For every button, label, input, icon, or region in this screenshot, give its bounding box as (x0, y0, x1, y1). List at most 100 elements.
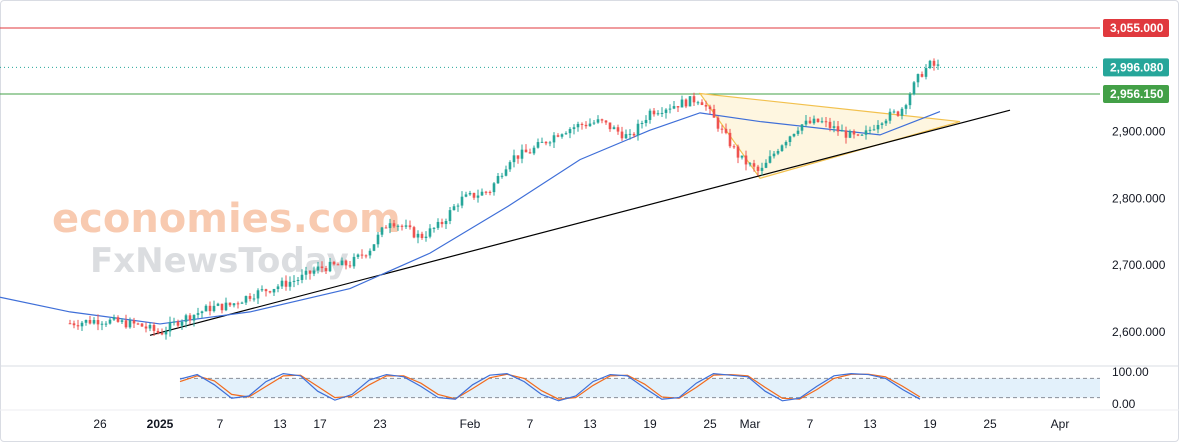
candle (168, 316, 172, 337)
candle (500, 172, 504, 179)
candle-body (696, 102, 700, 104)
candle (860, 133, 864, 136)
candle (388, 218, 392, 234)
candles[interactable] (68, 58, 940, 340)
candle-body (704, 104, 708, 107)
candle-body (868, 129, 872, 131)
candle-body (448, 210, 452, 221)
candle (492, 181, 496, 196)
triangle-pattern[interactable] (698, 92, 961, 180)
candle-body (708, 106, 712, 109)
candle (576, 121, 580, 132)
candle (704, 100, 708, 111)
candle-body (236, 303, 240, 305)
candle-body (920, 74, 924, 77)
candle-body (340, 260, 344, 266)
candle (672, 101, 676, 110)
candle-body (432, 227, 436, 229)
trendline[interactable] (149, 109, 1011, 336)
candle (552, 132, 556, 149)
candle (184, 313, 188, 328)
candle-body (336, 264, 340, 266)
candle (540, 137, 544, 143)
candle (592, 120, 596, 125)
candle-body (72, 323, 76, 326)
candle (128, 317, 132, 329)
candle (696, 100, 700, 106)
candle (616, 124, 620, 135)
candle-body (316, 266, 320, 271)
candle (732, 144, 736, 149)
candle (796, 127, 800, 136)
candle (768, 150, 772, 164)
candle (224, 297, 228, 312)
candle-body (476, 195, 480, 198)
candle-body (536, 142, 540, 148)
candle (316, 261, 320, 274)
candle-body (632, 133, 636, 136)
candle-body (352, 256, 356, 267)
candle-body (756, 166, 760, 171)
candle-body (376, 234, 380, 245)
time-tick-label: Feb (460, 417, 481, 431)
candle-body (560, 134, 564, 137)
candle-body (880, 123, 884, 125)
grid (0, 365, 1179, 411)
candle-body (220, 303, 224, 311)
candle-body (792, 133, 796, 137)
candle-body (876, 124, 880, 130)
candle-body (596, 119, 600, 123)
candle (68, 319, 72, 325)
candle-body (760, 167, 764, 171)
candle-body (320, 266, 324, 269)
candle-body (396, 225, 400, 227)
candle (76, 319, 80, 330)
candle-body (796, 130, 800, 134)
candle (892, 109, 896, 114)
candle (84, 319, 88, 326)
candle (480, 188, 484, 196)
candle-body (644, 119, 648, 124)
candle-body (520, 149, 524, 159)
candle-body (232, 303, 236, 306)
candle-body (564, 133, 568, 135)
candle (648, 108, 652, 124)
candle (708, 104, 712, 115)
candle-body (548, 142, 552, 144)
candle (464, 191, 468, 198)
price-axis[interactable]: 2,600.000 2,700.000 2,800.000 2,900.000 (1112, 125, 1166, 339)
candle (688, 96, 692, 107)
candle-body (196, 313, 200, 315)
stochastic-oscillator[interactable]: 100.00 0.00 (179, 365, 1149, 411)
candle-body (720, 128, 724, 130)
candle-body (660, 112, 664, 114)
candle-body (800, 124, 804, 131)
candle (180, 319, 184, 330)
candle-body (152, 325, 156, 331)
candle (756, 164, 760, 176)
candle-body (932, 60, 936, 66)
candle (296, 276, 300, 286)
candle-body (200, 311, 204, 314)
candle (348, 260, 352, 269)
candle-body (132, 320, 136, 324)
candle-body (472, 192, 476, 198)
candle (440, 218, 444, 228)
candle (236, 301, 240, 309)
candle (432, 227, 436, 233)
candle-body (612, 127, 616, 130)
candle-body (732, 146, 736, 148)
candle-body (268, 291, 272, 293)
candle (792, 133, 796, 138)
candle (772, 150, 776, 159)
candle (848, 129, 852, 139)
time-tick-label: 2025 (147, 417, 174, 431)
candle (72, 320, 76, 329)
candle-body (892, 111, 896, 113)
candle-body (836, 126, 840, 132)
time-tick-label: 19 (643, 417, 657, 431)
candle (936, 59, 940, 70)
time-axis[interactable]: 26 2025 7 13 17 23 Feb 7 13 19 25 Mar 7 13 19 25 Apr (93, 417, 1069, 431)
candle (676, 106, 680, 112)
